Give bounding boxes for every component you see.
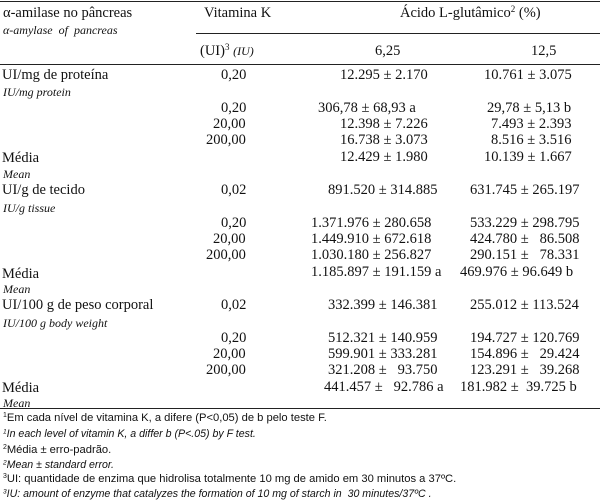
value-12-5: 424.780 ± 86.508 xyxy=(470,231,580,247)
footnote: 2Média ± erro-padrão. xyxy=(3,444,112,456)
vitamin-k-value: 20,00 xyxy=(213,231,246,247)
header-vitamin-k: Vitamina K xyxy=(204,5,272,21)
mean-value-6-25: 441.457 ± 92.786 a xyxy=(324,379,444,395)
footnote: 1Em cada nível de vitamina K, a difere (… xyxy=(3,412,327,424)
value-6-25: 512.321 ± 140.959 xyxy=(328,330,438,346)
mean-label-pt: Média xyxy=(2,266,40,282)
mean-value-6-25: 12.429 ± 1.980 xyxy=(340,149,428,165)
value-12-5: 631.745 ± 265.197 xyxy=(470,182,580,198)
value-6-25: 12.295 ± 2.170 xyxy=(340,67,428,83)
value-6-25: 1.371.976 ± 280.658 xyxy=(311,215,432,231)
vitamin-k-value: 0,20 xyxy=(221,215,247,231)
value-6-25: 12.398 ± 7.226 xyxy=(340,116,428,132)
value-6-25: 599.901 ± 333.281 xyxy=(328,346,438,362)
header-col1-en: α-amylase of pancreas xyxy=(3,23,118,37)
value-12-5: 7.493 ± 2.393 xyxy=(491,116,572,132)
bottom-rule xyxy=(0,408,600,409)
mean-value-12-5: 469.976 ± 96.649 b xyxy=(460,264,574,280)
value-12-5: 290.151 ± 78.331 xyxy=(470,247,580,263)
value-6-25: 16.738 ± 3.073 xyxy=(340,132,428,148)
value-12-5: 533.229 ± 298.795 xyxy=(470,215,580,231)
vitamin-k-value: 20,00 xyxy=(213,116,246,132)
value-6-25: 1.449.910 ± 672.618 xyxy=(311,231,432,247)
vitamin-k-value: 0,20 xyxy=(221,100,247,116)
mean-label-pt: Média xyxy=(2,380,40,396)
mean-label-en: Mean xyxy=(3,167,31,181)
vitamin-k-value: 200,00 xyxy=(206,247,246,263)
header-rule xyxy=(0,64,600,65)
value-12-5: 194.727 ± 120.769 xyxy=(470,330,580,346)
vitamin-k-value: 200,00 xyxy=(206,132,246,148)
value-12-5: 10.761 ± 3.075 xyxy=(484,67,572,83)
section-label-en: IU/mg protein xyxy=(3,85,71,99)
vitamin-k-value: 0,20 xyxy=(221,67,247,83)
mean-label-en: Mean xyxy=(3,282,31,296)
value-12-5: 154.896 ± 29.424 xyxy=(470,346,580,362)
value-12-5: 8.516 ± 3.516 xyxy=(491,132,572,148)
header-level-12-5: 12,5 xyxy=(531,43,557,59)
value-6-25: 1.030.180 ± 256.827 xyxy=(311,247,432,263)
vitamin-k-value: 0,20 xyxy=(221,330,247,346)
header-unit: (UI)3 (IU) xyxy=(200,42,254,59)
vitamin-k-value: 0,02 xyxy=(221,182,247,198)
vitamin-k-value: 20,00 xyxy=(213,346,246,362)
mean-value-12-5: 10.139 ± 1.667 xyxy=(484,149,572,165)
mean-label-en: Mean xyxy=(3,396,31,410)
top-rule xyxy=(0,1,600,2)
footnote: 1In each level of vitamin K, a differ b … xyxy=(3,428,256,440)
section-label-en: IU/100 g body weight xyxy=(3,316,108,330)
footnote: 3UI: quantidade de enzima que hidrolisa … xyxy=(3,473,457,485)
section-label-pt: UI/100 g de peso corporal xyxy=(2,297,154,313)
mean-label-pt: Média xyxy=(2,150,40,166)
section-label-pt: UI/g de tecido xyxy=(2,182,85,198)
header-rule-partial xyxy=(196,33,600,34)
vitamin-k-value: 200,00 xyxy=(206,362,246,378)
value-12-5: 29,78 ± 5,13 b xyxy=(487,100,572,116)
value-6-25: 306,78 ± 68,93 a xyxy=(318,100,416,116)
section-label-pt: UI/mg de proteína xyxy=(2,67,109,83)
value-6-25: 891.520 ± 314.885 xyxy=(328,182,438,198)
value-6-25: 332.399 ± 146.381 xyxy=(328,297,438,313)
value-12-5: 255.012 ± 113.524 xyxy=(470,297,579,313)
footnote: 2Mean ± standard error. xyxy=(3,459,114,471)
section-label-en: IU/g tissue xyxy=(3,201,56,215)
value-6-25: 321.208 ± 93.750 xyxy=(328,362,438,378)
vitamin-k-value: 0,02 xyxy=(221,297,247,313)
header-glutamic-acid: Ácido L-glutâmico2 (%) xyxy=(400,4,541,21)
value-12-5: 123.291 ± 39.268 xyxy=(470,362,580,378)
header-col1-pt: α-amilase no pâncreas xyxy=(3,5,133,21)
header-level-6-25: 6,25 xyxy=(375,43,401,59)
footnote: 3IU: amount of enzyme that catalyzes the… xyxy=(3,488,432,500)
mean-value-6-25: 1.185.897 ± 191.159 a xyxy=(311,264,442,280)
mean-value-12-5: 181.982 ± 39.725 b xyxy=(460,379,577,395)
